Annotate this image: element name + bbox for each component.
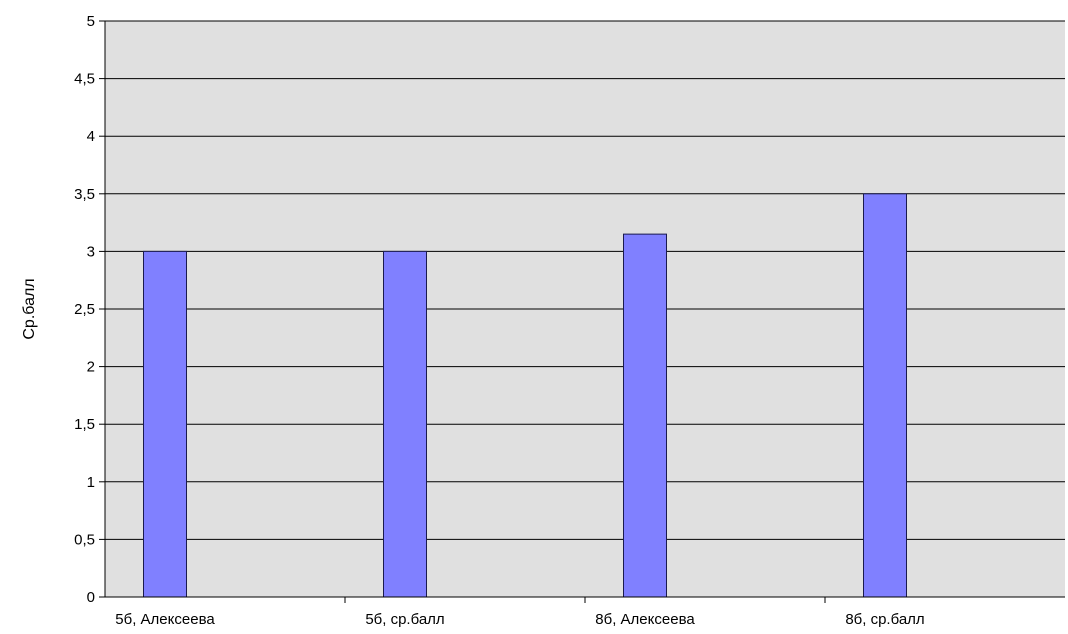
x-tick-label: 5б, Алексеева (115, 611, 215, 628)
x-axis: 5б, Алексеева 5б, ср.балл 8б, Алексеева 8б,… (105, 596, 1065, 628)
y-tick-label: 2,5 (74, 301, 95, 318)
y-tick-label: 3 (87, 243, 95, 260)
y-axis-title: Ср.балл (21, 278, 38, 339)
y-tick-label: 5 (87, 13, 95, 30)
y-tick-label: 3,5 (74, 186, 95, 203)
y-tick-label: 4,5 (74, 71, 95, 88)
y-tick-label: 0 (87, 589, 95, 606)
bar (863, 193, 907, 598)
y-tick-label: 1,5 (74, 416, 95, 433)
y-axis: 0 0,5 1 1,5 2 2,5 3 3,5 4 4,5 5 (74, 13, 106, 606)
bar (143, 250, 187, 598)
x-tick-label: 5б, ср.балл (365, 611, 444, 628)
bar (623, 233, 667, 598)
bars (143, 193, 907, 598)
y-tick-label: 1 (87, 474, 95, 491)
x-tick-label: 8б, Алексеева (595, 611, 695, 628)
x-tick-label: 8б, ср.балл (845, 611, 924, 628)
y-tick-label: 4 (87, 128, 95, 145)
bar (383, 250, 427, 598)
y-tick-label: 0,5 (74, 531, 95, 548)
y-tick-label: 2 (87, 359, 95, 376)
